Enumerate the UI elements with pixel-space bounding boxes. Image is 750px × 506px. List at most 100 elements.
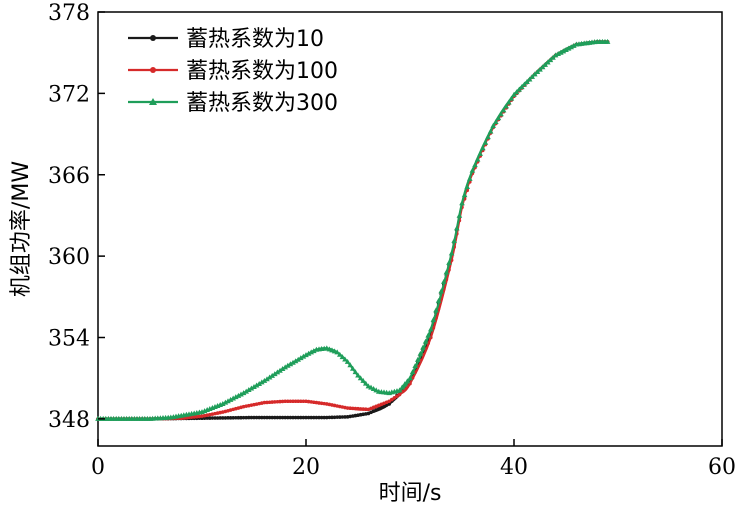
series-point: [409, 369, 416, 375]
series-point: [280, 415, 285, 420]
series-point: [352, 369, 359, 375]
series-point: [290, 359, 296, 365]
series-point: [243, 388, 249, 394]
series-point: [571, 42, 577, 48]
series-point: [433, 307, 439, 313]
series-point: [301, 415, 306, 420]
series-point: [270, 415, 275, 420]
series-point: [285, 362, 291, 368]
series-point: [222, 399, 229, 405]
series-point: [241, 415, 246, 420]
series-point: [292, 358, 299, 364]
series-point: [273, 415, 277, 420]
series-point: [474, 156, 481, 162]
y-axis-title: 机组功率/MW: [9, 161, 34, 297]
series-point: [269, 372, 275, 378]
legend-marker: [150, 67, 156, 73]
series-point: [280, 399, 285, 404]
series-point: [275, 415, 280, 420]
series-point: [213, 416, 217, 420]
legend-marker: [150, 35, 156, 41]
series-point: [233, 394, 239, 400]
series-point: [312, 415, 316, 420]
series-point: [227, 396, 234, 402]
series-point: [361, 407, 366, 411]
x-tick-label: 0: [91, 455, 105, 480]
series-point: [338, 415, 342, 419]
y-tick-label: 348: [48, 408, 90, 433]
series-point: [568, 44, 574, 50]
series-layer: [95, 38, 611, 421]
series-1: [96, 40, 610, 421]
series-point: [249, 415, 254, 420]
legend-label: 蓄热系数为10: [186, 27, 324, 52]
series-point: [273, 400, 277, 404]
legend-marker: [149, 98, 157, 105]
series-point: [407, 375, 413, 381]
legend-label: 蓄热系数为300: [186, 91, 338, 116]
series-line: [97, 40, 608, 421]
series-line: [97, 40, 608, 421]
series-point: [238, 391, 244, 397]
series-point: [402, 381, 408, 387]
series-point: [239, 415, 243, 420]
series-point: [298, 355, 304, 361]
series-point: [425, 332, 431, 338]
series-point: [192, 415, 196, 419]
series-point: [279, 366, 286, 372]
series-point: [223, 416, 228, 420]
series-point: [555, 51, 561, 57]
series-point: [363, 380, 369, 386]
series-3: [95, 38, 611, 421]
series-point: [244, 415, 248, 420]
series-point: [262, 415, 267, 420]
series-point: [417, 350, 424, 356]
series-point: [521, 81, 528, 87]
series-point: [235, 392, 242, 398]
plot-border: [97, 11, 723, 447]
series-point: [487, 128, 494, 134]
series-point: [560, 48, 567, 54]
series-point: [396, 387, 403, 393]
series-point: [441, 278, 447, 284]
series-point: [202, 416, 207, 420]
series-point: [438, 288, 444, 294]
x-axis-title: 时间/s: [379, 481, 442, 506]
series-point: [274, 369, 281, 375]
series-point: [261, 377, 268, 383]
series-point: [254, 415, 259, 420]
series-point: [266, 374, 273, 380]
series-point: [288, 399, 293, 404]
series-point: [334, 349, 340, 355]
series-point: [256, 380, 262, 386]
series-point: [390, 397, 394, 402]
series-point: [456, 212, 463, 218]
series-point: [267, 415, 272, 420]
series-point: [325, 415, 329, 420]
series-point: [350, 365, 356, 371]
series-point: [516, 86, 522, 92]
series-point: [264, 376, 270, 382]
series-point: [461, 192, 468, 198]
series-point: [283, 415, 288, 420]
x-tick-label: 40: [500, 455, 528, 480]
series-point: [498, 111, 504, 117]
series-point: [500, 107, 507, 113]
series-point: [208, 416, 212, 420]
series-point: [287, 361, 294, 367]
series-point: [503, 103, 509, 109]
series-point: [513, 89, 520, 95]
series-point: [305, 350, 312, 356]
series-point: [306, 415, 311, 420]
series-line: [97, 40, 608, 421]
series-point: [446, 259, 452, 265]
series-point: [524, 79, 530, 85]
series-point: [508, 95, 515, 101]
series-point: [303, 352, 309, 358]
series-point: [358, 407, 363, 411]
series-point: [210, 416, 215, 420]
series-point: [283, 399, 288, 404]
series-point: [348, 406, 353, 410]
series-point: [197, 414, 202, 419]
series-point: [301, 399, 306, 404]
